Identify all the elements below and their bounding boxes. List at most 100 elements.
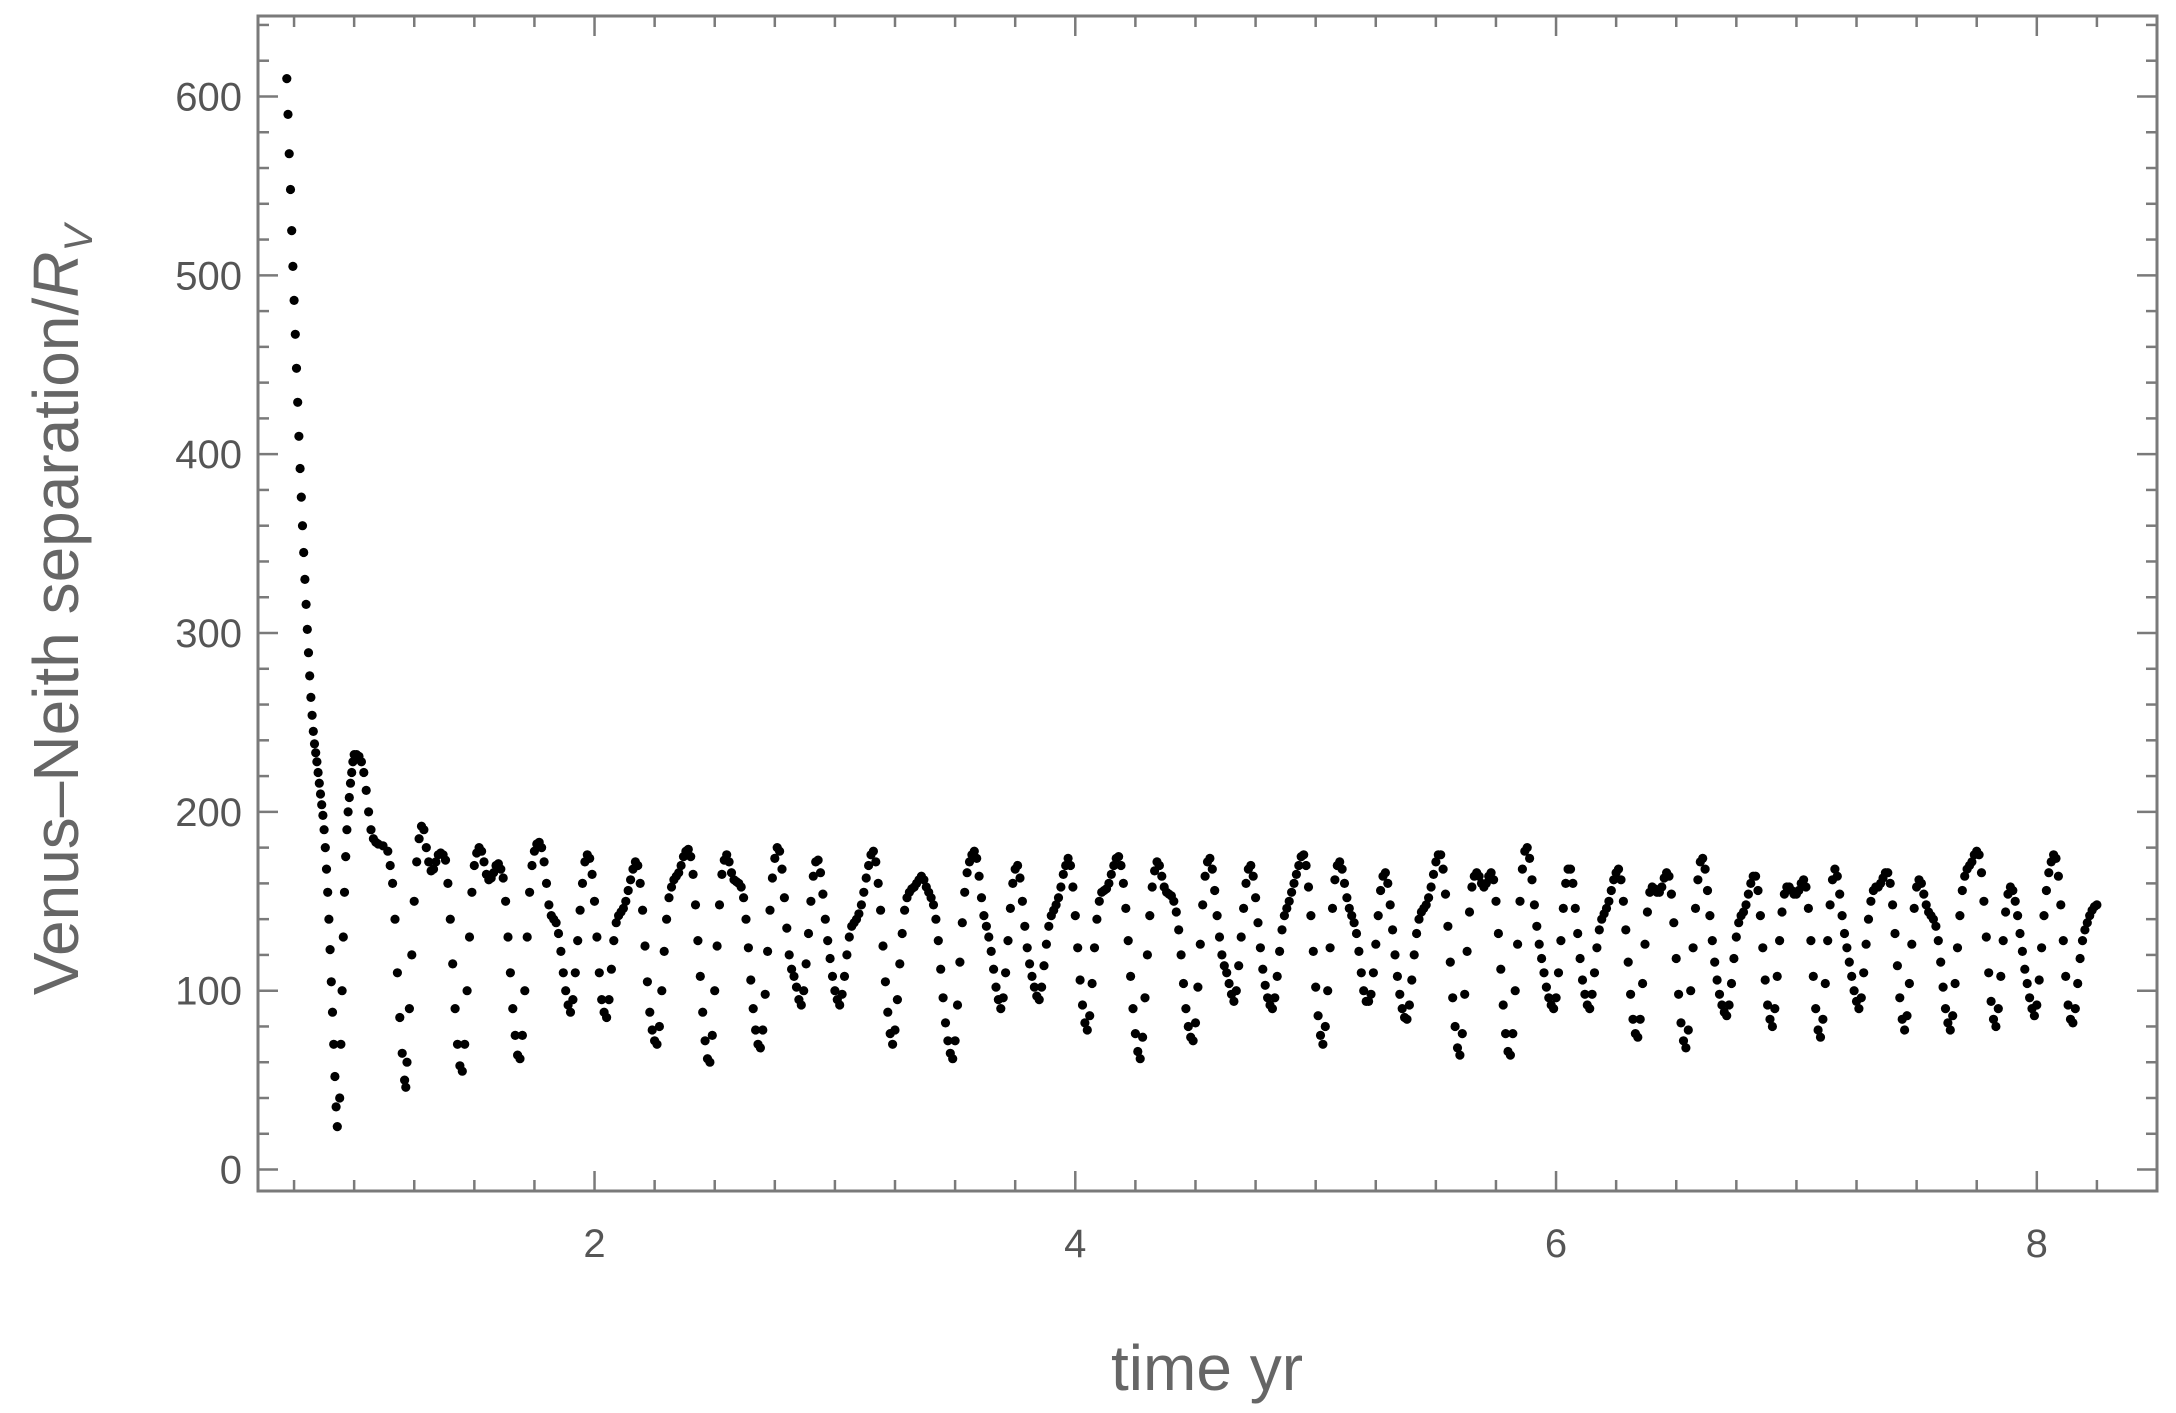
data-point bbox=[1438, 864, 1448, 874]
data-point bbox=[1094, 896, 1104, 906]
data-point bbox=[1532, 921, 1542, 931]
data-point bbox=[1359, 986, 1369, 996]
data-point bbox=[342, 825, 352, 835]
data-point bbox=[763, 946, 773, 957]
data-point bbox=[1594, 925, 1604, 935]
data-point bbox=[344, 792, 354, 803]
data-point bbox=[688, 869, 698, 880]
data-point bbox=[1178, 978, 1189, 989]
data-point bbox=[895, 959, 905, 969]
data-point bbox=[2001, 907, 2011, 917]
data-point bbox=[421, 843, 431, 853]
data-point bbox=[467, 887, 477, 897]
data-point bbox=[1087, 978, 1097, 989]
data-point bbox=[1116, 860, 1126, 871]
data-point bbox=[1025, 959, 1035, 969]
data-point bbox=[1380, 868, 1390, 878]
data-point bbox=[1690, 903, 1701, 914]
data-point bbox=[1885, 878, 1895, 889]
data-point bbox=[2037, 943, 2047, 953]
data-point bbox=[854, 909, 864, 919]
data-point bbox=[1613, 864, 1624, 874]
data-point bbox=[1224, 978, 1234, 989]
data-point bbox=[2082, 918, 2092, 928]
y-axis-title-subscript: V bbox=[57, 222, 101, 252]
data-point bbox=[933, 936, 943, 946]
data-point bbox=[291, 363, 302, 373]
data-point bbox=[331, 1102, 341, 1112]
data-point bbox=[330, 1071, 340, 1082]
data-point bbox=[1731, 932, 1741, 942]
data-point bbox=[462, 986, 472, 996]
data-point bbox=[777, 864, 787, 874]
data-point bbox=[1635, 1014, 1645, 1024]
data-point bbox=[1936, 957, 1946, 967]
data-point bbox=[1671, 953, 1681, 964]
data-point bbox=[1294, 860, 1304, 871]
data-point bbox=[1806, 936, 1816, 946]
data-point bbox=[568, 995, 578, 1005]
data-point bbox=[589, 896, 600, 906]
data-point bbox=[1621, 925, 1631, 935]
data-point bbox=[1239, 903, 1249, 914]
data-point bbox=[395, 1012, 405, 1023]
data-point bbox=[1015, 873, 1025, 883]
data-point bbox=[2053, 871, 2063, 881]
data-point bbox=[1491, 896, 1501, 906]
data-point bbox=[976, 893, 987, 903]
data-point bbox=[300, 574, 310, 585]
data-point bbox=[1580, 989, 1590, 999]
data-point bbox=[659, 946, 669, 957]
data-point bbox=[722, 850, 732, 860]
data-point bbox=[743, 943, 754, 953]
data-point bbox=[385, 860, 395, 871]
data-point bbox=[592, 932, 602, 942]
data-point bbox=[861, 873, 871, 883]
data-point bbox=[890, 1025, 900, 1035]
data-point bbox=[1356, 968, 1366, 978]
data-point bbox=[1943, 1018, 1953, 1028]
data-point bbox=[1777, 907, 1787, 917]
data-point bbox=[1940, 1004, 1951, 1014]
data-point bbox=[1945, 1025, 1955, 1035]
data-point bbox=[1753, 885, 1763, 896]
data-point bbox=[876, 905, 886, 915]
data-point bbox=[1904, 978, 1914, 989]
data-point bbox=[1241, 878, 1251, 889]
data-point bbox=[1501, 1029, 1511, 1039]
data-point bbox=[710, 986, 720, 996]
data-point bbox=[835, 1000, 845, 1010]
data-point bbox=[647, 1025, 657, 1035]
data-point bbox=[561, 986, 571, 996]
data-point bbox=[751, 1025, 761, 1035]
data-point bbox=[2013, 911, 2023, 921]
data-point bbox=[452, 1039, 463, 1049]
x-tick-label: 2 bbox=[583, 1222, 605, 1266]
data-point bbox=[1121, 903, 1131, 914]
data-point bbox=[1385, 900, 1395, 910]
data-point bbox=[1222, 968, 1232, 978]
data-point bbox=[319, 825, 329, 835]
data-point bbox=[1623, 957, 1633, 967]
data-point bbox=[1440, 889, 1451, 899]
data-point bbox=[686, 852, 696, 862]
data-point bbox=[873, 878, 883, 889]
data-point bbox=[1145, 911, 1155, 921]
data-point bbox=[1123, 936, 1133, 946]
data-point bbox=[1515, 896, 1525, 906]
data-point bbox=[936, 964, 946, 974]
data-point bbox=[962, 868, 972, 878]
data-point bbox=[1808, 971, 1818, 982]
data-point bbox=[791, 982, 802, 992]
data-point bbox=[926, 893, 936, 903]
data-point bbox=[880, 977, 891, 987]
data-point bbox=[1801, 882, 1811, 892]
data-point bbox=[297, 521, 308, 531]
x-axis-title: time yr bbox=[1111, 1332, 1303, 1404]
data-point bbox=[537, 843, 547, 853]
plot-frame bbox=[256, 14, 2159, 1193]
data-point bbox=[645, 1007, 655, 1017]
data-point bbox=[1008, 878, 1018, 889]
data-point bbox=[1181, 1004, 1191, 1014]
data-point bbox=[335, 1093, 345, 1103]
